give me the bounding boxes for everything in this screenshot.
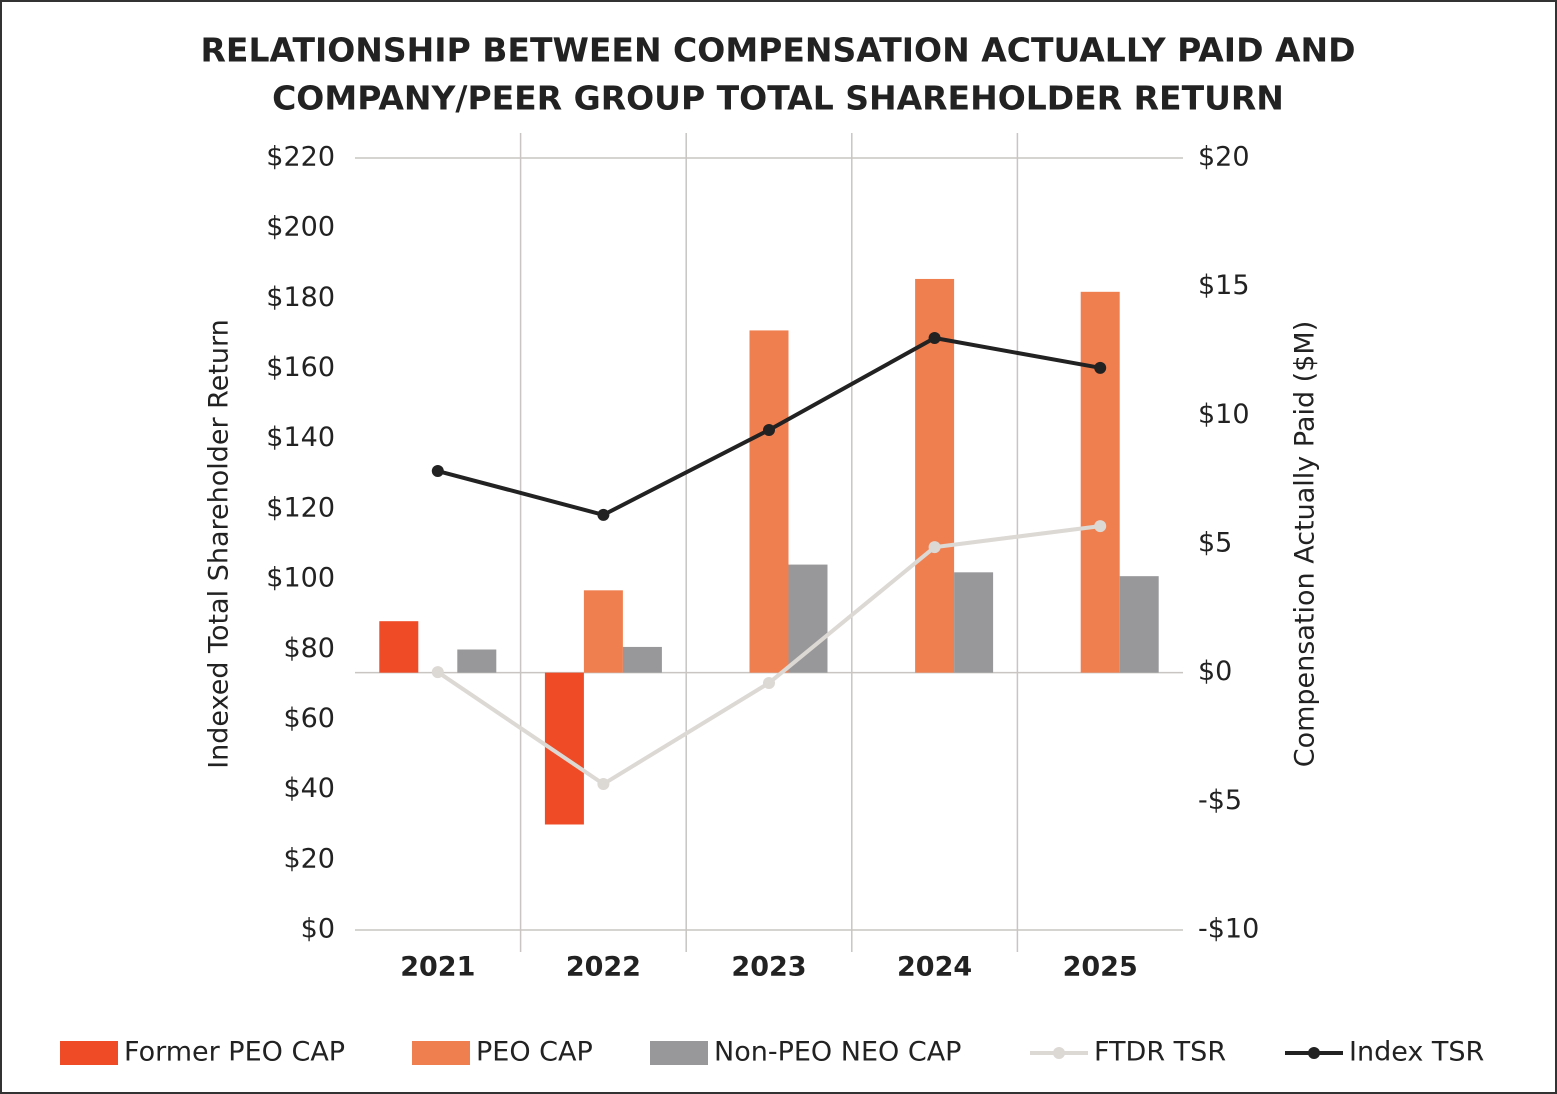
bar [379,621,419,673]
bar [954,572,994,673]
y-tick-label: $80 [283,633,335,664]
y-tick-label: $40 [283,773,335,804]
y2-tick-label: $0 [1198,656,1232,687]
x-tick-label: 2023 [731,952,806,983]
y2-axis-label: Compensation Actually Paid ($M) [1290,321,1321,767]
y-tick-label: $220 [266,142,335,173]
y-tick-label: $180 [266,282,335,313]
line-point [431,666,444,679]
legend-swatch [412,1041,470,1065]
legend-label: Non-PEO NEO CAP [714,1037,961,1068]
line-point [1094,520,1107,533]
y-tick-label: $140 [266,422,335,453]
bar [749,330,789,673]
line-point [431,465,444,478]
line-point [597,778,610,791]
x-tick-label: 2021 [400,952,475,983]
line-point [763,676,775,689]
y2-tick-label: $15 [1198,270,1250,301]
bar [1080,291,1120,673]
line-point [928,541,941,554]
legend-swatch [1053,1047,1065,1059]
bar [583,590,623,673]
chart-title: RELATIONSHIP BETWEEN COMPENSATION ACTUAL… [201,31,1356,70]
bar [457,649,497,673]
y-tick-label: $200 [266,212,335,243]
y-tick-label: $20 [283,843,335,874]
y-tick-label: $120 [266,492,335,523]
legend-label: Former PEO CAP [124,1037,345,1068]
legend-label: Index TSR [1349,1037,1484,1068]
line-point [763,423,775,436]
legend-swatch [650,1041,708,1065]
y-axis-label: Indexed Total Shareholder Return [204,319,235,769]
y2-tick-label: $5 [1198,528,1232,559]
bar [1119,576,1159,673]
y-tick-label: $160 [266,352,335,383]
legend-swatch [60,1041,118,1065]
bar [622,646,662,673]
line-point [928,332,941,345]
y2-tick-label: $10 [1198,399,1250,430]
legend-label: FTDR TSR [1094,1037,1226,1068]
y2-tick-label: -$10 [1198,914,1259,945]
y2-tick-label: -$5 [1198,785,1242,816]
y-tick-label: $100 [266,563,335,594]
y-tick-label: $60 [283,703,335,734]
legend-label: PEO CAP [476,1037,593,1068]
x-tick-label: 2022 [566,952,641,983]
x-tick-label: 2025 [1063,952,1138,983]
y2-tick-label: $20 [1198,142,1250,173]
line-point [597,508,610,521]
legend-swatch [1308,1047,1320,1059]
bar [788,564,828,673]
line-point [1094,361,1107,374]
chart-title: COMPANY/PEER GROUP TOTAL SHAREHOLDER RET… [272,79,1284,118]
y-tick-label: $0 [301,914,335,945]
x-tick-label: 2024 [897,952,972,983]
